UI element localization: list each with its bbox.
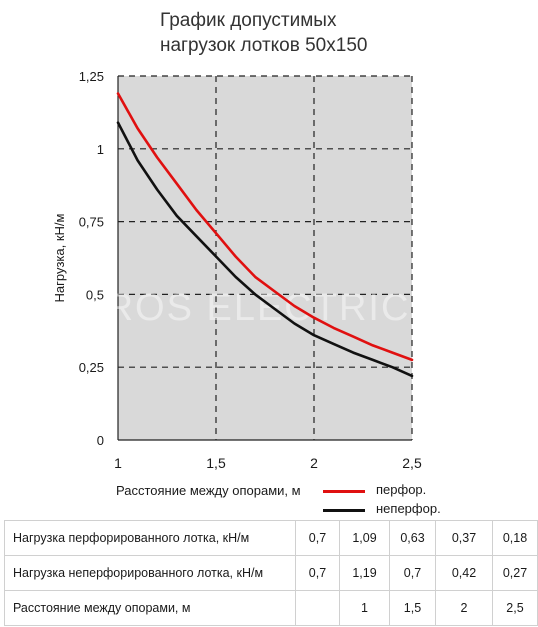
table-cell: 0,63 [389, 520, 436, 556]
y-tick-labels: 0 0,25 0,5 0,75 1 1,25 [79, 69, 104, 448]
series-line-solid [116, 121, 414, 378]
y-tick-label: 0,5 [86, 287, 104, 302]
table-cell: 1,5 [389, 590, 436, 626]
y-tick-label: 0,25 [79, 360, 104, 375]
plot-area [118, 76, 412, 440]
row-label: Нагрузка неперфорированного лотка, кН/м [4, 555, 296, 591]
x-tick-label: 1 [114, 455, 122, 471]
table-cell: 1,09 [339, 520, 390, 556]
series-line-perforated [116, 92, 414, 362]
y-tick-label: 1 [97, 142, 104, 157]
table-cell: 0,42 [435, 555, 493, 591]
x-tick-labels: 1 1,5 2 2,5 [114, 455, 422, 471]
y-axis-label: Нагрузка, кН/м [52, 213, 67, 302]
table-cell: 1,19 [339, 555, 390, 591]
row-label: Нагрузка перфорированного лотка, кН/м [4, 520, 296, 556]
y-tick-label: 0,75 [79, 215, 104, 230]
y-tick-label: 1,25 [79, 69, 104, 84]
table-cell: 0,7 [295, 520, 340, 556]
table-row: Расстояние между опорами, м 1 1,5 2 2,5 [4, 590, 538, 626]
table-row: Нагрузка неперфорированного лотка, кН/м … [4, 555, 538, 591]
legend-swatch-solid [323, 509, 365, 512]
watermark: ROS ELECTRIC [106, 287, 411, 329]
x-tick-label: 1,5 [206, 455, 226, 471]
x-tick-label: 2,5 [402, 455, 422, 471]
table-row: Нагрузка перфорированного лотка, кН/м 0,… [4, 520, 538, 556]
y-tick-label: 0 [97, 433, 104, 448]
table-cell [295, 590, 340, 626]
table-cell: 0,7 [295, 555, 340, 591]
chart-title: График допустимых нагрузок лотков 50x150 [160, 10, 368, 56]
table-cell: 0,7 [389, 555, 436, 591]
table-cell: 2,5 [492, 590, 538, 626]
series-group [116, 92, 414, 378]
table-cell: 0,18 [492, 520, 538, 556]
legend-label-solid: неперфор. [376, 501, 441, 516]
table-cell: 0,37 [435, 520, 493, 556]
legend-swatch-perforated [323, 490, 365, 493]
row-label: Расстояние между опорами, м [4, 590, 296, 626]
table-cell: 2 [435, 590, 493, 626]
table-cell: 0,27 [492, 555, 538, 591]
x-axis-label: Расстояние между опорами, м [116, 483, 301, 498]
table-cell: 1 [339, 590, 390, 626]
x-tick-label: 2 [310, 455, 318, 471]
load-table: Нагрузка перфорированного лотка, кН/м 0,… [4, 520, 538, 626]
legend-label-perforated: перфор. [376, 482, 427, 497]
